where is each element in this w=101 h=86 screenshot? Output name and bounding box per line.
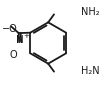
Text: N: N: [16, 35, 24, 45]
Text: NH₂: NH₂: [81, 7, 99, 17]
Text: +: +: [23, 33, 29, 39]
Text: H₂N: H₂N: [81, 66, 99, 76]
Text: −O: −O: [2, 24, 18, 34]
Text: O: O: [10, 50, 18, 60]
